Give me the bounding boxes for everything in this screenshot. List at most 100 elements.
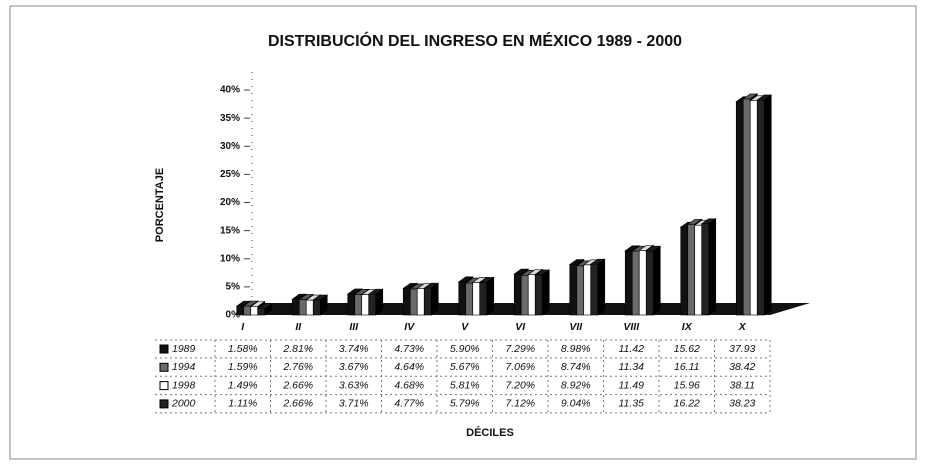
legend-label: 1998 [172,379,196,391]
table-cell: 2.66% [282,379,313,391]
bar [298,299,307,316]
bar [361,294,370,316]
bar [236,305,245,316]
bar [687,224,696,316]
bar [694,224,703,316]
y-tick-label: 40% [220,85,240,96]
table-cell: 1.11% [228,398,257,410]
y-tick-label: 20% [220,197,240,208]
table-cell: 7.06% [505,361,535,373]
x-tick-label: III [349,321,359,333]
bar-side [319,294,328,316]
bar [680,226,689,316]
bar [534,274,543,316]
table-cell: 38.23 [729,398,755,410]
bar [409,288,418,316]
bar-side [375,288,384,316]
bar [527,274,536,316]
table-cell: 15.96 [674,379,700,391]
bar [756,99,765,316]
x-tick-label: IV [404,321,415,333]
table-cell: 16.11 [674,361,700,373]
x-tick-label: X [738,321,747,333]
bar-side [541,269,550,316]
table-cell: 8.98% [561,343,591,355]
y-tick-label: 10% [220,253,240,264]
bar [479,282,488,316]
table-cell: 3.71% [339,398,369,410]
bar [513,273,522,316]
bar [423,287,432,316]
x-axis-label: DÉCILES [466,426,514,439]
bar [624,250,633,316]
bar [576,265,585,316]
table-cell: 9.04% [561,398,591,410]
bar [645,250,654,316]
table-cell: 4.77% [394,398,424,410]
legend-swatch [159,344,169,354]
bar [569,264,578,316]
legend-swatch [159,381,169,391]
table-cell: 3.74% [339,343,369,355]
bar [583,264,592,316]
bar-side [708,218,717,316]
bar-side [430,282,439,316]
y-tick-label: 35% [220,113,240,124]
bar [291,298,300,316]
table-cell: 38.42 [729,361,755,373]
table-cell: 4.68% [394,379,424,391]
bar [465,282,474,316]
table-cell: 8.74% [561,361,591,373]
table-cell: 2.76% [282,361,313,373]
x-tick-label: VIII [623,321,640,333]
bar-side [597,258,606,316]
bar-side [264,303,273,316]
x-tick-label: I [241,321,245,333]
table-cell: 5.67% [450,361,480,373]
bar [749,100,758,316]
legend-label: 1989 [172,343,196,355]
bar [742,98,751,316]
bar [347,293,356,316]
table-cell: 3.67% [339,361,369,373]
bar [520,274,529,316]
table-cell: 8.92% [561,379,591,391]
bar [458,281,467,316]
x-tick-label: VI [515,321,526,333]
bar [416,288,425,316]
legend-label: 2000 [171,398,196,410]
bar [368,293,377,316]
bar [735,101,744,316]
x-tick-label: IX [682,321,693,333]
table-cell: 11.35 [619,398,645,410]
table-cell: 5.81% [450,379,480,391]
y-tick-label: 30% [220,141,240,152]
bar-side [763,94,772,316]
legend-swatch [159,362,169,372]
table-cell: 4.64% [394,361,424,373]
bar [402,288,411,316]
table-cell: 5.90% [450,343,480,355]
y-tick-label: 25% [220,169,240,180]
bar [354,294,363,316]
table-cell: 7.12% [505,398,535,410]
bar [312,299,321,316]
table-cell: 11.34 [619,361,645,373]
bar [631,250,640,316]
x-tick-label: V [461,321,469,333]
y-tick-label: 5% [226,282,241,293]
table-cell: 16.22 [674,398,700,410]
table-cell: 2.66% [282,398,313,410]
bar [305,299,314,316]
table-cell: 1.59% [228,361,258,373]
table-cell: 4.73% [394,343,424,355]
table-cell: 5.79% [450,398,480,410]
table-cell: 7.20% [505,379,535,391]
bar-side [486,276,495,316]
table-cell: 11.49 [619,379,645,391]
bar [590,263,599,316]
bar [257,308,266,316]
x-tick-label: VII [569,321,583,333]
table-cell: 11.42 [619,343,645,355]
table-cell: 1.58% [228,343,258,355]
